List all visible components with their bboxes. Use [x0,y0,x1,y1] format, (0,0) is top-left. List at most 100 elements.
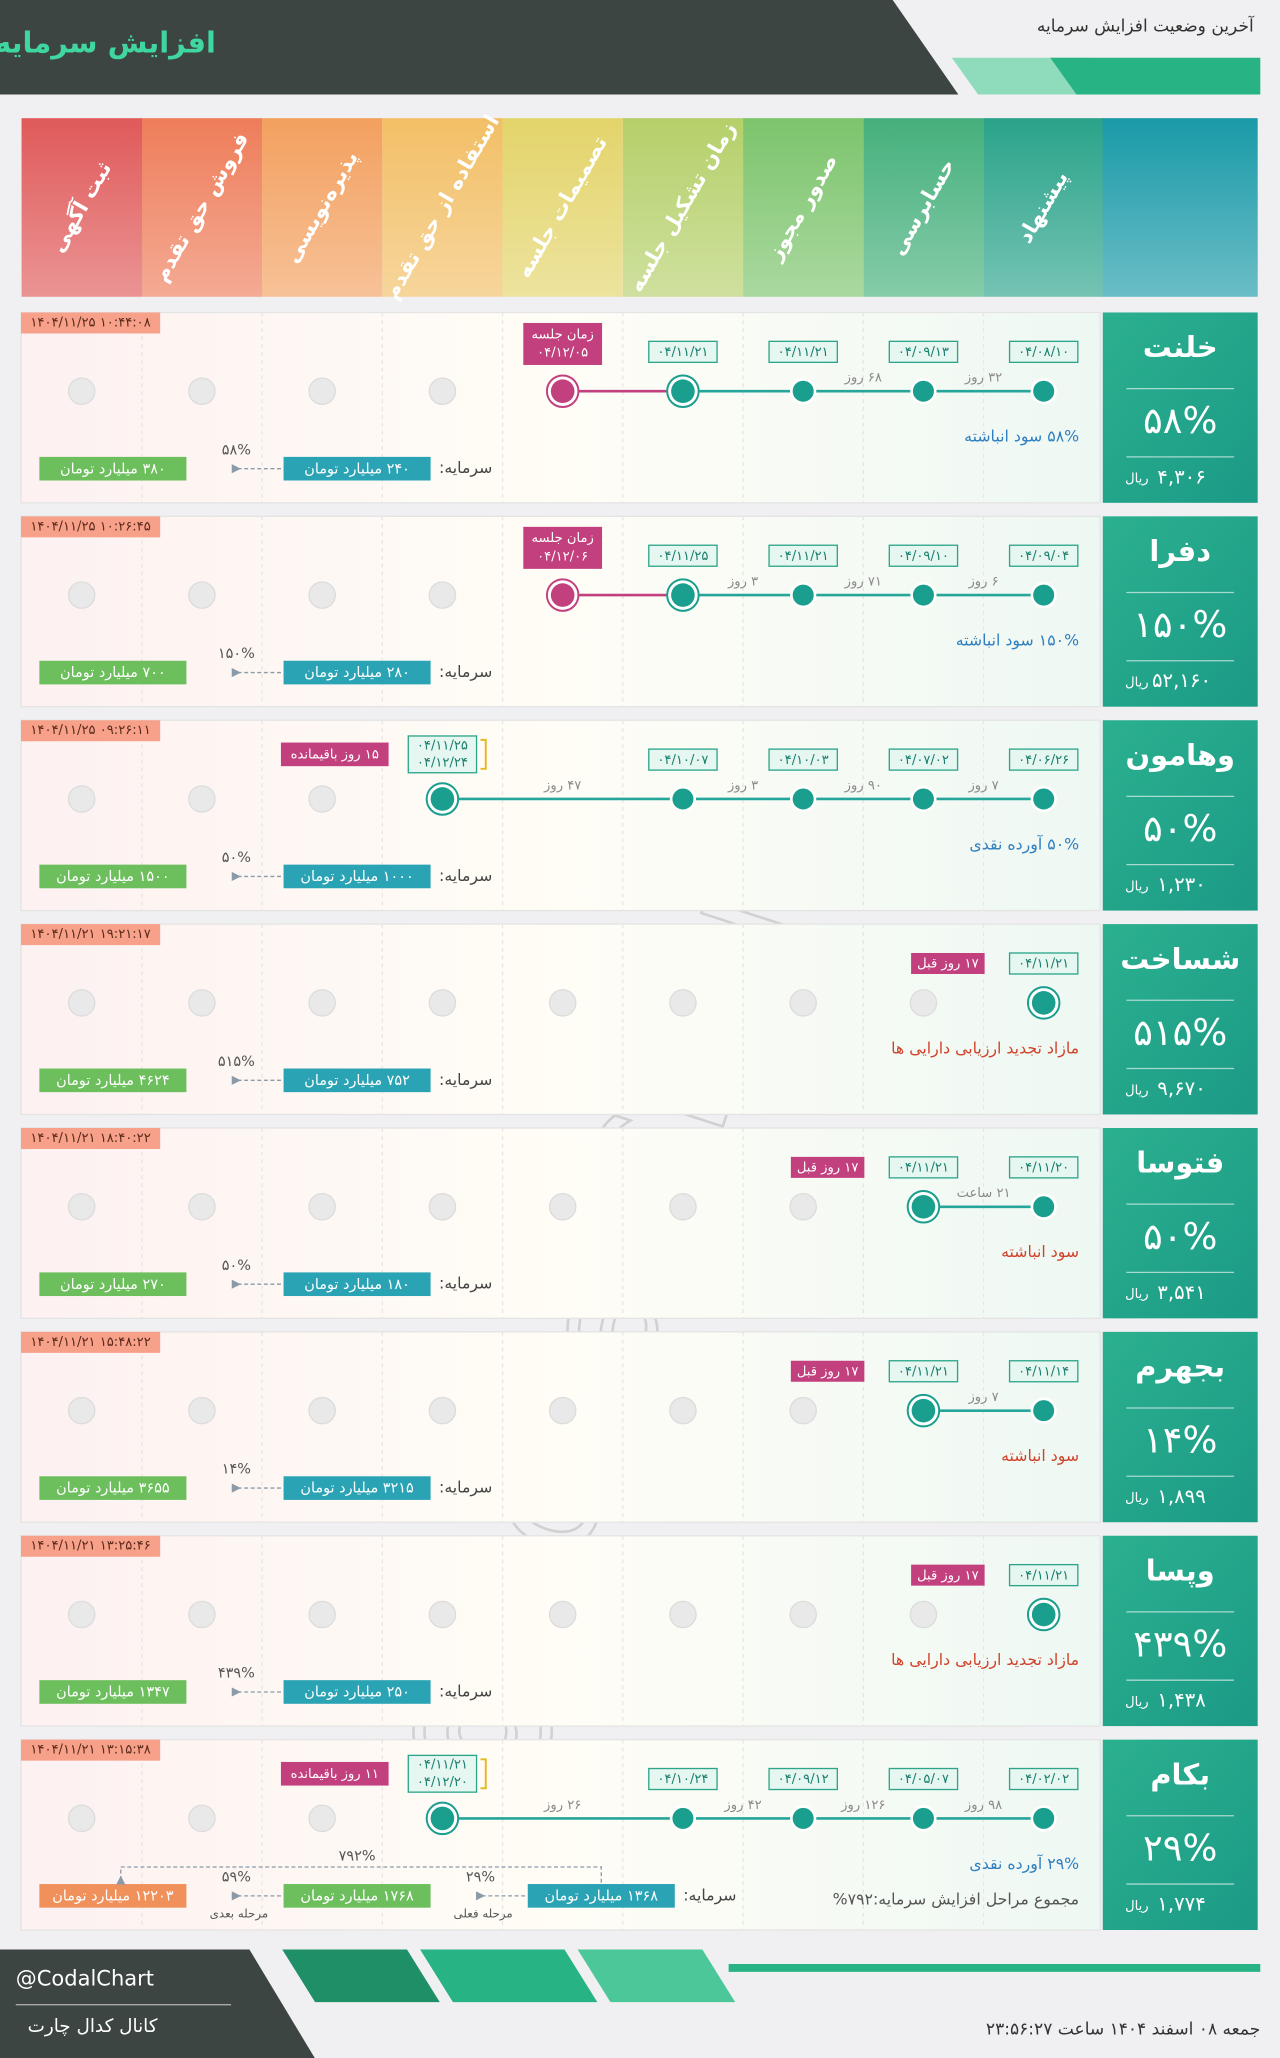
stage-dot [669,1805,697,1832]
timestamp: ۱۴۰۴/۱۱/۲۵ ۱۰:۴۴:۰۸ [30,315,150,330]
gap-label: ۷ روز [967,778,998,793]
company-card [1102,1127,1258,1319]
ago-tag [911,1564,985,1586]
date: ۰۴/۱۰/۰۳ [778,753,829,768]
total-bracket [116,1866,602,1885]
pending-dot [308,581,336,609]
company-percent: ۱۵۰% [1133,603,1227,646]
result: ۱۵۰۰ میلیارد تومان [56,869,169,885]
company-name: دفرا [1149,534,1211,568]
date: ۰۴/۰۶/۲۶ [1018,753,1069,768]
price-unit: ریال [1125,879,1149,894]
date-tag [1008,1156,1079,1179]
date-tag [888,1360,959,1383]
capital: ۳۲۱۵ میلیارد تومان [300,1481,413,1497]
pending-dot [669,989,697,1017]
meeting-date: ۰۴/۱۲/۰۵ [537,346,588,361]
price-unit: ریال [1125,1695,1149,1710]
timestamp-tag [21,1127,161,1149]
pending-dot [428,1192,457,1221]
stage-dot [910,378,937,405]
company-percent: ۴۳۹% [1133,1623,1227,1666]
increase-type: ۵۸% سود انباشته [964,427,1079,447]
result: ۱۳۴۷ میلیارد تومان [56,1685,170,1701]
stage-header-fade [21,118,1258,297]
pending-dot [188,377,216,406]
company-name: خلنت [1143,330,1218,364]
pending-dot [188,581,216,609]
price-unit: ریال [1125,676,1149,691]
price-unit: ریال [1125,472,1149,487]
company-card [1102,1535,1258,1727]
timestamp-tag [21,720,161,742]
date: ۰۴/۱۱/۲۱ [778,345,829,360]
increase-type: ۱۵۰% سود انباشته [956,631,1079,651]
company-card [1102,924,1258,1115]
timestamp-tag [21,1331,161,1353]
step-percent: ۵۸% [222,442,251,458]
pending-dot [67,989,96,1017]
remaining-tag [280,1761,389,1786]
current-dot [430,1806,455,1831]
ago-tag [790,1156,865,1178]
header-band [0,0,959,95]
date-tag [1008,1360,1079,1383]
gap-label: ۶ روز [967,574,998,589]
result: ۲۷۰ میلیارد تومان [60,1277,166,1293]
ago-tag [911,952,985,974]
pending-dot [67,1600,96,1629]
company-name: وپسا [1146,1554,1215,1588]
capital: ۲۵۰ میلیارد تومان [304,1685,410,1701]
total-summary: مجموع مراحل افزایش سرمایه:۷۹۲% [833,1889,1079,1909]
date: ۰۴/۱۱/۲۱ [778,549,829,564]
stage-dot [1030,1397,1057,1424]
meeting-label: زمان جلسه [532,327,594,342]
deadline-date: ۰۴/۱۱/۲۵ [417,738,468,753]
date-tag [648,340,718,364]
increase-type: ۵۰% آورده نقدی [969,834,1079,854]
step-percent: ۲۹% [466,1869,495,1885]
pending-dot [308,1396,336,1425]
result-box [39,1884,187,1908]
stage-dot [1030,378,1057,405]
timestamp: ۱۴۰۴/۱۱/۲۱ ۱۸:۴۰:۲۲ [30,1131,150,1146]
company-card [1102,516,1258,707]
company-price: ۱,۴۳۸ [1157,1689,1206,1712]
header-subtitle: آخرین وضعیت افزایش سرمایه [1037,14,1255,36]
date: ۰۴/۰۹/۰۴ [1018,549,1069,564]
date-tag [1008,1563,1079,1587]
meeting-dot [550,583,575,607]
capital-label: سرمایه: [439,1070,492,1090]
meeting-dot [550,379,575,404]
remaining: ۱۵ روز باقیمانده [291,748,379,763]
pending-dot [428,377,457,406]
footer-stripe [282,1949,440,2003]
increase-type: سود انباشته [1001,1242,1079,1262]
timestamp-tag [21,516,161,538]
stage-dot [790,785,817,813]
timestamp-tag [21,1535,161,1557]
footer-line [728,1963,1261,1972]
header-stripe [1050,57,1261,95]
deadline-tag [407,1754,478,1793]
gap-label: ۹۸ روز [964,1798,1002,1813]
date: ۰۴/۰۲/۰۲ [1018,1772,1069,1787]
pending-dot [67,1192,96,1221]
result: ۳۸۰ میلیارد تومان [60,461,166,477]
date-tag [888,1767,959,1791]
company-name: شساخت [1120,942,1240,976]
company-name: بکام [1150,1757,1210,1791]
company-price: ۳,۵۴۱ [1157,1281,1206,1304]
gap-label: ۳۲ روز [964,371,1002,386]
capital-box [283,1272,431,1297]
result: ۳۶۵۵ میلیارد تومان [56,1481,169,1497]
gap-label: ۶۸ روز [844,371,882,386]
current-dot [671,583,695,607]
date-tag [888,748,959,771]
capital-label: سرمایه: [439,458,492,478]
pending-dot [67,1804,96,1833]
pending-dot [308,377,336,406]
company-name: بجهرم [1135,1350,1225,1384]
date: ۰۴/۰۷/۰۲ [898,753,949,768]
